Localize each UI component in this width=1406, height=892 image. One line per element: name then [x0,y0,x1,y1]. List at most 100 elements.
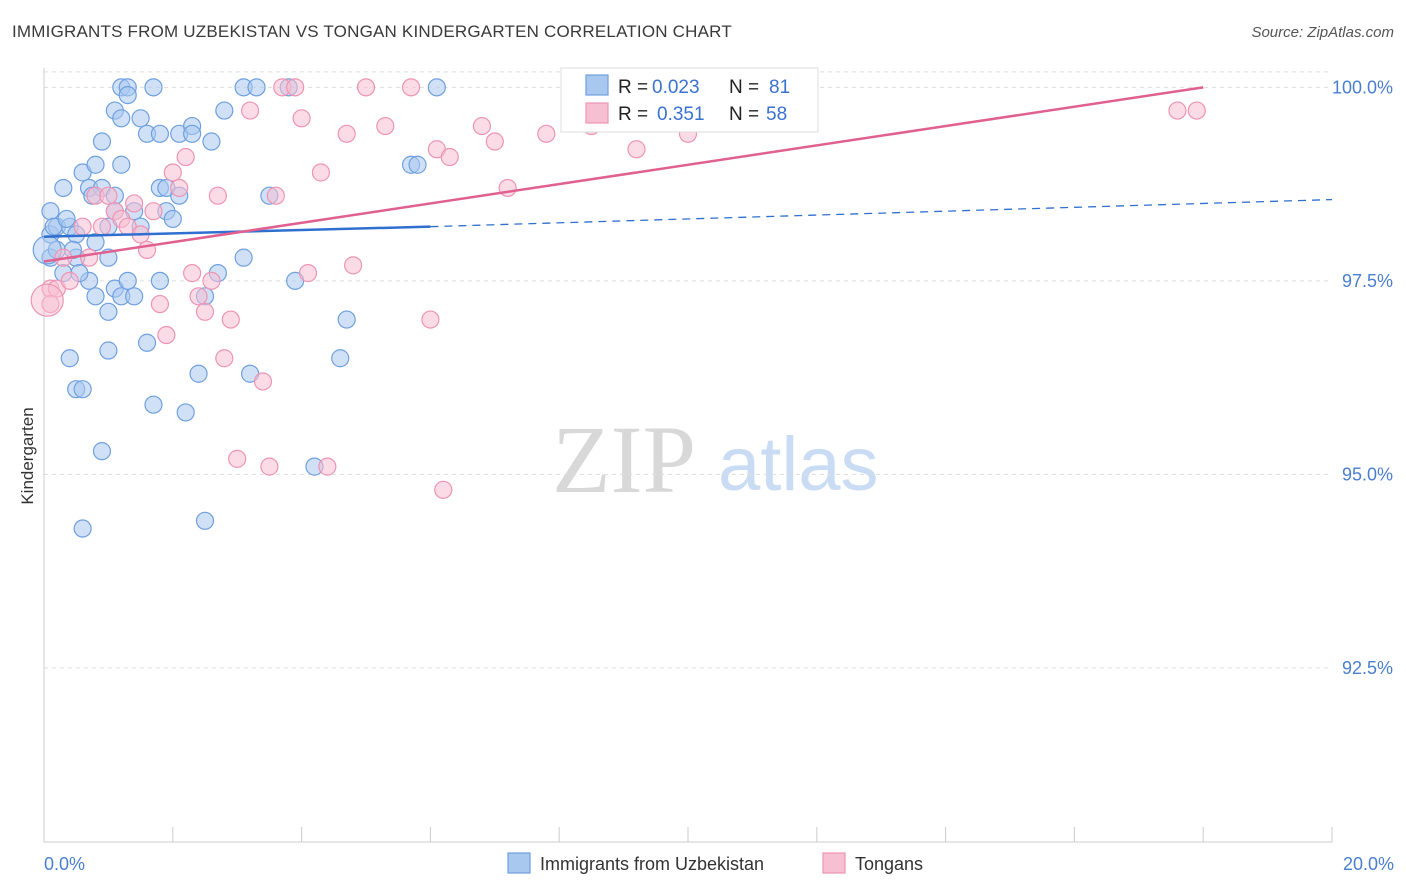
data-point [144,395,163,414]
source-credit: Source: ZipAtlas.com [1251,24,1394,41]
data-point [112,109,131,128]
data-point [79,248,99,267]
data-point [125,287,144,306]
data-point [170,178,189,198]
data-point [298,264,318,283]
data-point [247,78,266,97]
legend-r-value-2: 0.351 [657,104,705,125]
data-point [86,233,105,252]
legend-swatch-pink [585,102,609,124]
data-point [99,302,118,321]
data-point [73,519,92,538]
trend-line-tongans [43,86,1204,263]
data-point [131,109,150,128]
legend-r-label-2: R = [618,104,648,125]
data-point [208,186,227,205]
data-point [99,186,118,205]
data-point [60,271,79,290]
data-point [537,124,556,143]
data-point [92,442,112,461]
gridlines [44,71,1332,669]
data-point [195,302,215,321]
data-point [427,78,446,97]
data-point [286,78,305,97]
data-point [221,310,240,329]
data-point [215,101,234,120]
data-point [331,349,350,368]
data-point [401,78,421,97]
data-point [202,271,221,290]
data-point [1168,101,1187,120]
data-point [99,341,118,360]
bottom-legend-swatch-pink [822,852,846,874]
data-point [356,78,376,97]
chart-title: IMMIGRANTS FROM UZBEKISTAN VS TONGAN KIN… [12,22,732,41]
data-point [176,403,195,422]
data-point [157,325,176,345]
data-point [57,209,76,229]
y-tick-label: 92.5% [1342,658,1393,678]
data-point [150,271,170,290]
bottom-legend-label-uzbekistan: Immigrants from Uzbekistan [540,854,764,874]
y-tick-label: 95.0% [1342,464,1393,484]
data-point [311,163,331,182]
legend-box: R = 0.023 N = 81 R = 0.351 N = 58 [560,67,819,133]
y-tick-label: 100.0% [1332,77,1393,97]
data-point [73,380,92,399]
data-point [253,372,273,391]
bottom-legend: Immigrants from Uzbekistan Tongans [507,852,923,874]
y-axis-label: Kindergarten [18,407,37,504]
data-point [118,271,137,290]
data-point [234,248,253,267]
data-point [434,480,453,499]
series-uzbekistan-points [32,78,446,538]
data-point [150,124,170,143]
data-point [137,333,157,352]
data-point [125,194,144,213]
data-point [144,78,163,97]
legend-r-label-1: R = [618,77,648,98]
data-point [92,132,112,151]
data-point [240,101,260,120]
watermark-atlas: atlas [718,422,879,507]
data-point [112,155,131,174]
data-point [337,310,356,329]
watermark-zip: ZIP [552,406,696,513]
data-point [118,85,137,105]
data-point [440,147,459,167]
data-point [60,349,79,368]
data-point [408,155,427,174]
data-point [627,140,646,159]
data-point [183,264,202,283]
data-point [228,449,247,468]
data-point [318,457,337,476]
data-point [73,217,92,236]
y-tick-label: 97.5% [1342,271,1393,291]
data-point [189,364,208,383]
data-point-large [30,283,64,317]
data-point [202,132,221,151]
data-point [163,209,182,229]
data-point [189,287,208,306]
trend-line-uzbekistan-extension [430,198,1333,228]
x-tick-label-min: 0.0% [44,854,85,874]
data-point [215,349,234,368]
data-point [292,109,311,128]
data-point [92,217,112,236]
data-point [41,202,60,221]
data-point [337,124,356,143]
legend-n-value-2: 58 [766,104,787,125]
data-point [144,202,163,221]
trend-lines [43,86,1333,263]
legend-n-label-2: N = [729,104,759,125]
x-tick-label-max: 20.0% [1343,854,1394,874]
legend-n-label-1: N = [729,77,759,98]
data-point [1187,101,1206,120]
bottom-legend-label-tongans: Tongans [855,854,923,874]
series-tongans-points [30,78,1206,499]
data-point [260,457,279,476]
data-point [176,147,195,167]
data-point [86,287,105,306]
data-point [472,116,492,136]
